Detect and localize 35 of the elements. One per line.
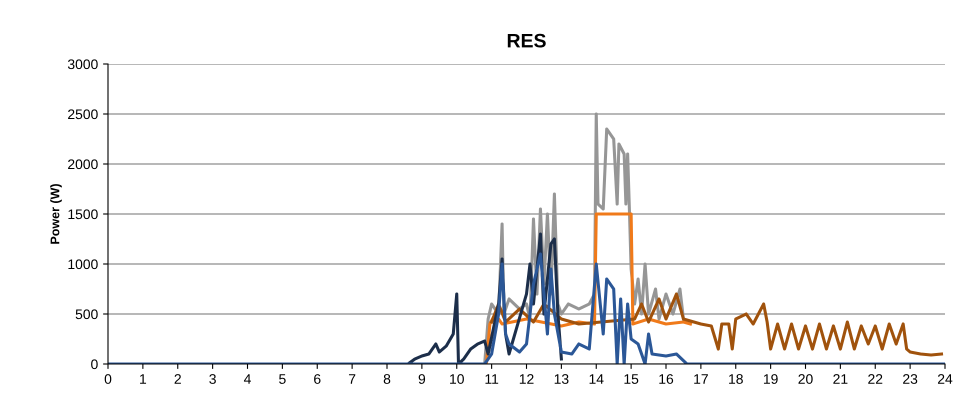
line-series [490, 292, 944, 357]
y-tick-label: 0 [91, 359, 98, 370]
x-tick-label: 6 [314, 374, 320, 384]
x-tick-label: 9 [418, 374, 426, 384]
y-tick-label: 2000 [68, 159, 98, 170]
y-tick-label: 500 [76, 309, 98, 320]
x-tick-label: 21 [833, 374, 848, 384]
x-tick-label: 15 [624, 374, 638, 384]
x-tick-label: 12 [520, 374, 534, 384]
y-tick-label: 2500 [68, 109, 98, 120]
chart-title: RES [508, 34, 546, 48]
x-tick-label: 1 [140, 374, 146, 384]
x-tick-label: 7 [348, 374, 356, 384]
x-tick-label: 2 [174, 374, 181, 384]
x-tick-label: 22 [868, 374, 882, 384]
x-tick-label: 17 [694, 374, 708, 384]
x-tick-label: 23 [903, 374, 918, 384]
x-tick-label: 4 [244, 374, 251, 384]
y-axis-title: Power (W) [50, 184, 62, 244]
x-tick-label: 19 [764, 374, 778, 384]
x-tick-label: 3 [209, 374, 216, 384]
x-tick-label: 13 [554, 374, 568, 384]
y-tick-label: 1500 [68, 209, 98, 220]
x-tick-label: 8 [384, 374, 390, 384]
x-tick-label: 14 [590, 374, 604, 384]
x-tick-label: 24 [938, 374, 952, 384]
x-tick-label: 5 [279, 374, 286, 384]
x-tick-label: 11 [485, 374, 498, 384]
y-tick-label: 1000 [68, 259, 98, 270]
x-tick-label: 0 [104, 374, 112, 384]
y-tick-label: 3000 [68, 59, 98, 70]
x-tick-label: 10 [450, 374, 464, 384]
x-tick-label: 20 [798, 374, 813, 384]
x-tick-label: 18 [729, 374, 743, 384]
x-tick-label: 16 [659, 374, 674, 384]
